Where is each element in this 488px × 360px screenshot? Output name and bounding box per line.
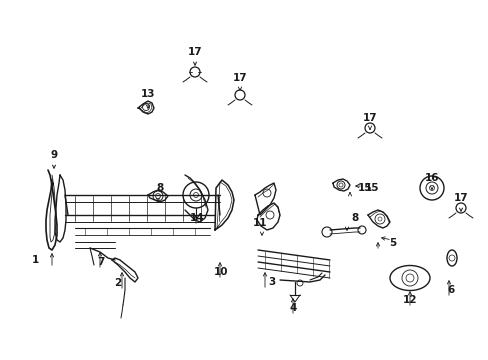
Text: 16: 16 [424, 173, 438, 183]
Text: 7: 7 [97, 257, 104, 267]
Text: 13: 13 [141, 89, 155, 99]
Text: 4: 4 [289, 303, 296, 313]
Text: 17: 17 [362, 113, 377, 123]
Text: 9: 9 [50, 150, 58, 160]
Text: 5: 5 [388, 238, 396, 248]
Text: 17: 17 [232, 73, 247, 83]
Text: 8: 8 [156, 183, 163, 193]
Text: 15: 15 [364, 183, 379, 193]
Text: 2: 2 [114, 278, 122, 288]
Text: 11: 11 [252, 218, 267, 228]
Text: 15: 15 [357, 183, 371, 193]
Text: 6: 6 [447, 285, 454, 295]
Circle shape [401, 270, 417, 286]
Text: 17: 17 [187, 47, 202, 57]
Text: 3: 3 [268, 277, 275, 287]
Text: 1: 1 [31, 255, 39, 265]
Text: 10: 10 [213, 267, 228, 277]
Text: 12: 12 [402, 295, 416, 305]
Text: 14: 14 [189, 213, 204, 223]
Text: 8: 8 [351, 213, 358, 223]
Text: 17: 17 [453, 193, 468, 203]
